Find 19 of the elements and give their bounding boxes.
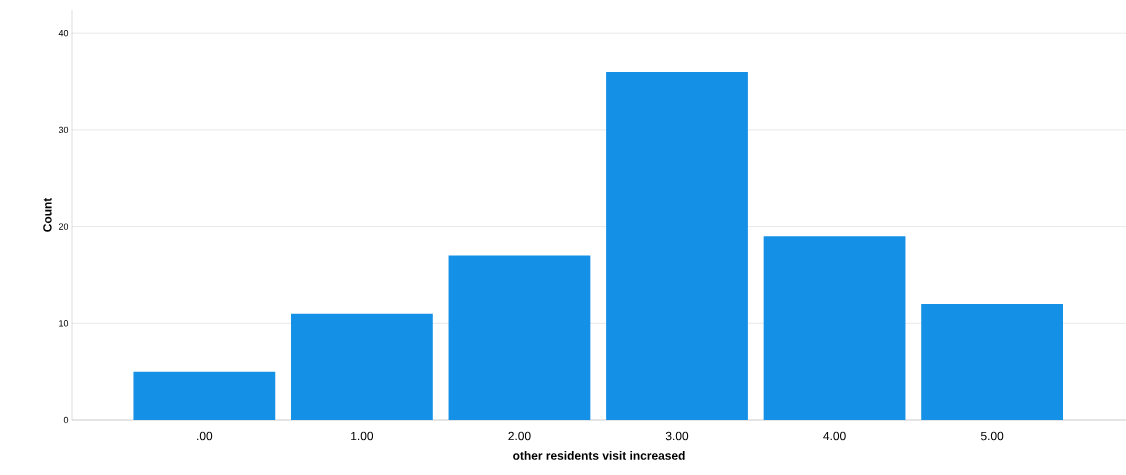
bar (763, 236, 906, 420)
x-tick-label: 2.00 (508, 431, 531, 441)
bar (448, 255, 591, 420)
bar (606, 71, 748, 420)
x-tick-label: 5.00 (980, 431, 1004, 441)
y-tick-label: 10 (59, 320, 69, 327)
x-tick-label: 4.00 (823, 431, 846, 441)
x-axis-title: other residents visit increased (513, 451, 685, 460)
x-tick-label: 1.00 (351, 431, 374, 441)
bar (921, 303, 1064, 420)
y-tick-label: 30 (58, 126, 69, 134)
y-axis-title: Count (43, 197, 52, 232)
bar (291, 313, 433, 420)
x-tick-label: 3.00 (665, 431, 689, 441)
y-tick-label: 40 (58, 30, 69, 37)
y-tick-label: 0 (63, 416, 69, 424)
x-tick-label: .00 (197, 431, 213, 441)
bar (133, 371, 276, 420)
y-tick-label: 20 (58, 223, 69, 230)
